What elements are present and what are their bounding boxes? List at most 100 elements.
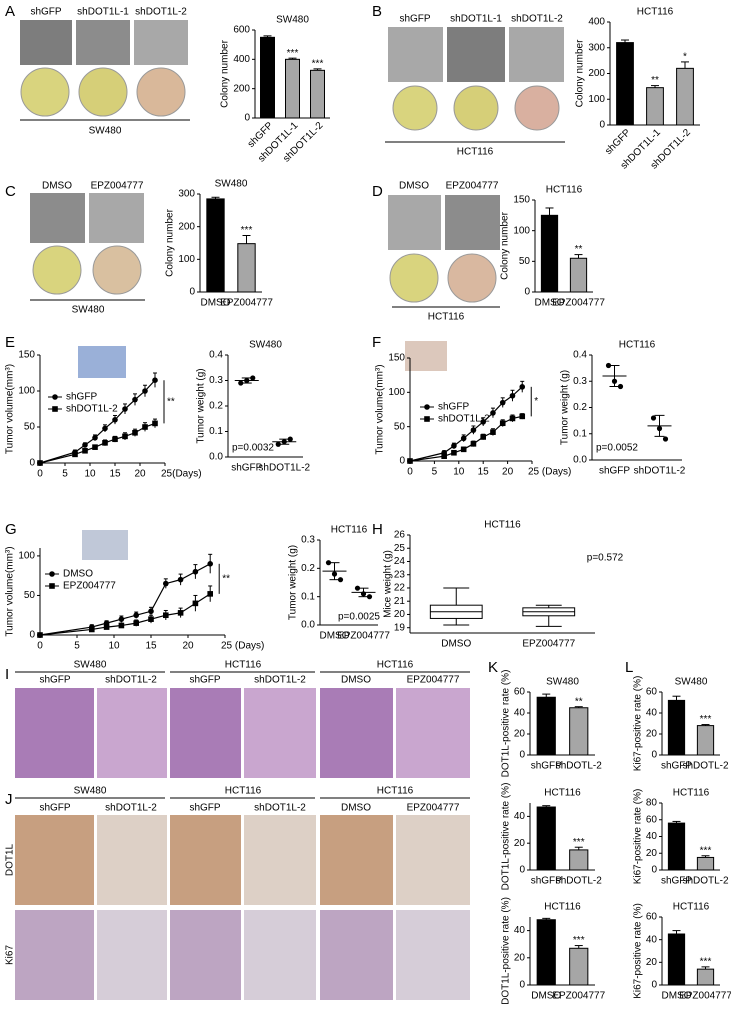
data-point [611,378,618,384]
marker [470,427,477,433]
image-label: DMSO [341,803,371,814]
series-line [39,563,211,636]
image-label: shDOT1L-1 [77,7,129,18]
marker [451,449,457,456]
marker [102,440,108,446]
micrograph [30,193,85,243]
bar [285,58,300,119]
image-label: EPZ004777 [407,803,460,814]
y-tick-label: 20 [514,729,526,740]
x-tick-label: shDOTL-2 [682,876,729,887]
image-label: shDOT1L-2 [254,675,306,686]
y-tick-label: 0.3 [301,535,315,546]
y-tick-label: 0 [651,865,657,876]
y-tick-label: 400 [588,17,605,28]
x-tick-label: shGFP [531,876,562,887]
y-tick-label: 0 [651,750,657,761]
data-point [331,571,338,577]
y-tick-label: 200 [178,221,195,232]
x-tick-label: shDOT1L-2 [634,466,686,477]
data-point [275,441,281,447]
panel-letter: E [5,334,15,351]
marker [509,415,516,422]
y-tick-label: 50 [519,256,531,267]
y-tick-label: 0.1 [573,428,587,439]
marker [103,624,110,630]
y-tick-label: 0.2 [301,563,315,574]
y-tick-label: 21 [394,596,406,607]
ihc-ki67-image [97,910,167,1000]
y-tick-label: 50 [24,422,36,433]
y-axis-label: Colony number [220,39,231,107]
y-axis-label: Tumor volume(mm³) [5,546,16,636]
x-tick-label: 20 [134,469,146,480]
y-tick-label: 0 [189,287,195,298]
image-label: SW480 [74,660,107,671]
image-label: shGFP [189,675,220,686]
tumor-photo [82,530,128,560]
bar [569,849,589,871]
colony-plate [78,67,128,117]
x-tick-label: shGFP [661,761,692,772]
ihc-ki67-image [15,910,94,1000]
bar [540,214,559,293]
legend-label: EPZ004777 [63,581,116,592]
x-tick-label: DMSO [441,639,471,650]
y-tick-label: 60 [514,687,526,698]
marker [519,413,526,420]
y-axis-label: Ki67-positive rate (%) [633,789,644,885]
image-label: shGFP [39,803,70,814]
panel-letter: H [372,521,383,538]
marker [92,435,98,441]
marker [89,626,95,633]
y-axis-label: Colony number [500,211,511,279]
panel-letter: G [5,521,17,538]
marker [207,591,213,597]
tumor-photo [78,346,126,378]
y-tick-label: 100 [178,254,195,265]
marker [102,425,108,432]
y-tick-label: 100 [18,386,35,397]
image-label: EPZ004777 [91,181,144,192]
y-tick-label: 20 [646,848,658,859]
bar [310,69,325,119]
annotation: p=0.0052 [596,443,638,454]
marker [519,384,526,390]
y-tick-label: 25 [394,543,406,554]
colony-plate [389,253,439,303]
bar [536,919,556,986]
marker [148,608,154,615]
y-tick-label: 0.0 [209,452,223,463]
marker [82,442,88,448]
he-image [15,688,94,778]
legend-marker [52,394,58,400]
y-tick-label: 0 [519,980,525,991]
image-label: shGFP [39,675,70,686]
y-tick-label: 0.0 [301,620,315,631]
chart-title: HCT116 [544,788,581,799]
data-point [287,436,293,442]
micrograph [134,20,188,65]
y-tick-label: 24 [394,556,406,567]
panel-letter: C [5,183,16,200]
y-tick-label: 22 [394,583,406,594]
legend-marker [424,416,430,422]
panel-letter: K [488,659,498,676]
marker [509,392,516,399]
marker [163,612,169,619]
y-axis-label: DOT1L-positive rate (%) [501,897,512,1005]
row-label: DOT1L [5,843,16,876]
y-tick-label: 19 [394,622,406,633]
micrograph [388,27,443,82]
y-tick-label: 40 [646,708,658,719]
micrograph [388,195,441,250]
y-axis-label: Mice weight (g) [383,550,394,618]
x-tick-label: 10 [453,467,465,478]
data-point [244,377,250,384]
x-tick-label: shDOT1L-2 [258,463,310,474]
y-axis-label: DOT1L-positive rate (%) [501,670,512,778]
data-point [650,415,657,421]
x-tick-label: 0 [407,467,413,478]
bar [616,42,634,126]
